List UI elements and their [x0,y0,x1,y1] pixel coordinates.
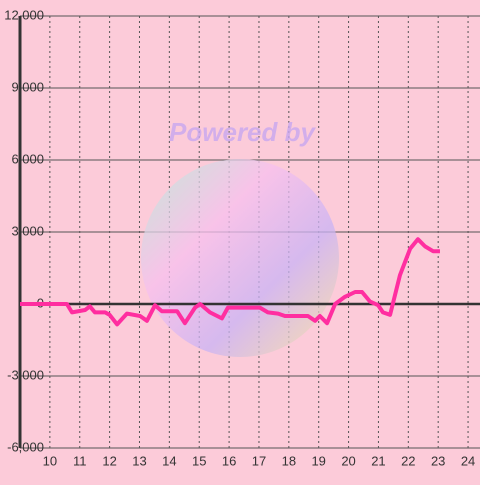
y-tick-label: 3,000 [11,223,44,238]
line-series [20,237,440,327]
y-tick-label: 12,000 [4,7,44,22]
x-tick-label: 16 [222,453,236,468]
watermark-text: Powered by [169,117,316,147]
x-tick-label: 15 [192,453,206,468]
y-tick-label: -6,000 [7,439,44,454]
watermark-logo [141,159,339,357]
x-tick-label: 22 [401,453,415,468]
y-tick-label: 9,000 [11,79,44,94]
x-tick-label: 10 [43,453,57,468]
x-tick-label: 12 [102,453,116,468]
x-tick-label: 19 [311,453,325,468]
x-tick-label: 20 [341,453,355,468]
x-tick-label: 21 [371,453,385,468]
plot: -6,000-3,00003,0006,0009,00012,000101112… [4,7,480,468]
y-tick-label: 6,000 [11,151,44,166]
y-tick-label: -3,000 [7,367,44,382]
x-tick-label: 14 [162,453,176,468]
x-tick-label: 17 [252,453,266,468]
x-tick-label: 13 [132,453,146,468]
x-tick-label: 23 [431,453,445,468]
x-tick-label: 18 [282,453,296,468]
x-tick-label: 24 [461,453,475,468]
x-tick-label: 11 [73,453,87,468]
